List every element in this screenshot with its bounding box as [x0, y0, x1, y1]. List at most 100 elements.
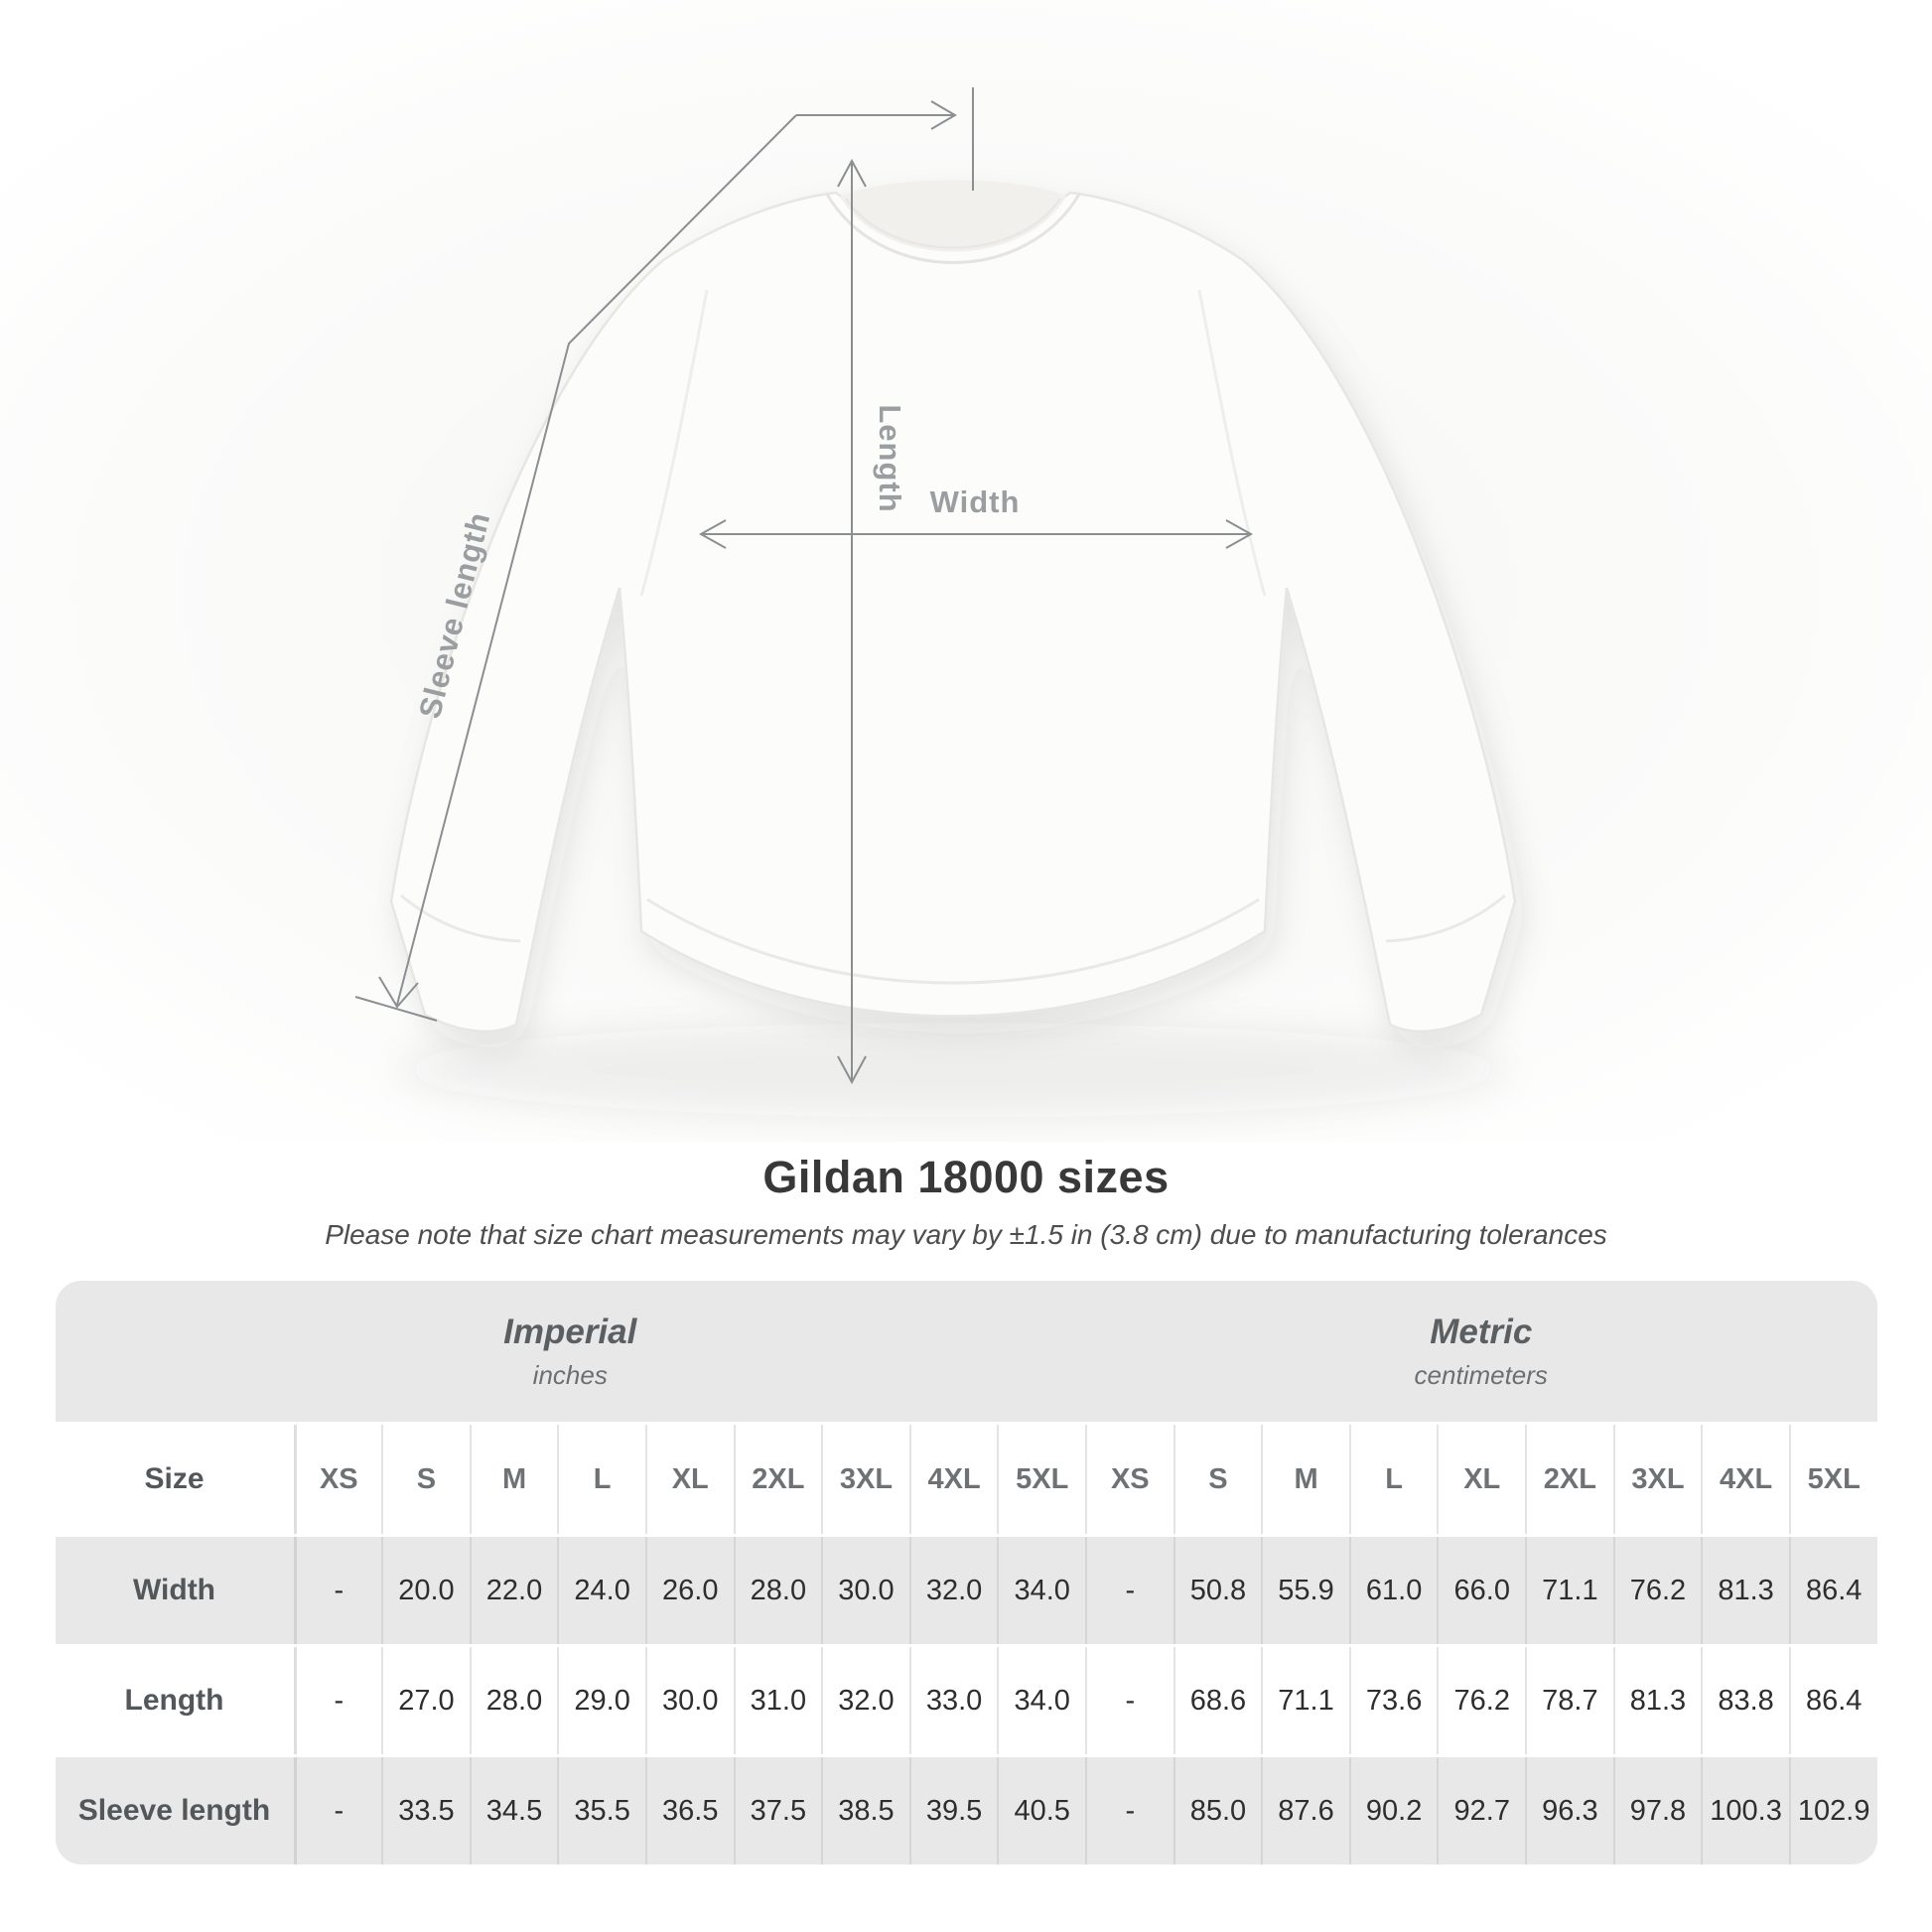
value-cell: 83.8: [1701, 1647, 1789, 1754]
value-cell: -: [1085, 1647, 1173, 1754]
imperial-label: Imperial: [503, 1311, 637, 1351]
value-cell: 28.0: [469, 1647, 558, 1754]
size-column-header: 3XL: [1612, 1425, 1702, 1534]
hem-rib-seam: [646, 897, 1260, 985]
shoulder-arrowhead: [930, 100, 957, 130]
width-left-arrowhead: [698, 519, 727, 549]
value-cell: 36.5: [644, 1757, 734, 1864]
sweatshirt-diagram: Width Length Sleeve length: [0, 0, 1932, 1142]
page-title: Gildan 18000 sizes: [762, 1152, 1170, 1202]
value-cell: 78.7: [1525, 1647, 1613, 1754]
size-column-header: L: [557, 1425, 645, 1534]
size-column-header: 5XL: [1788, 1425, 1877, 1534]
value-cell: 26.0: [644, 1537, 734, 1644]
value-cell: 96.3: [1525, 1757, 1613, 1864]
value-cell: 102.9: [1788, 1757, 1877, 1864]
table-row-length: Length -27.0 28.0 29.0 30.0 31.0 32.0 33.0 34.0-…: [55, 1647, 1877, 1754]
size-column-header: 5XL: [997, 1425, 1085, 1534]
value-cell: 35.5: [557, 1757, 645, 1864]
value-cell: 39.5: [908, 1757, 998, 1864]
value-cell: 81.3: [1701, 1537, 1789, 1644]
table-row-sleeve-length: Sleeve length -33.5 34.5 35.5 36.5 37.5 38.5 39…: [55, 1757, 1877, 1864]
value-cell: 86.4: [1788, 1537, 1877, 1644]
width-right-arrowhead: [1225, 519, 1254, 549]
value-cell: 32.0: [908, 1537, 998, 1644]
size-column-header: 2XL: [1525, 1425, 1613, 1534]
value-cell: 34.5: [469, 1757, 558, 1864]
sweatshirt-body: [389, 191, 1517, 1034]
value-cell: 27.0: [381, 1647, 470, 1754]
value-cell: -: [293, 1537, 382, 1644]
value-cell: 34.0: [997, 1647, 1085, 1754]
size-column-header: 4XL: [908, 1425, 998, 1534]
value-cell: -: [293, 1647, 382, 1754]
width-label: Width: [930, 484, 1021, 519]
value-cell: 71.1: [1261, 1647, 1349, 1754]
value-cell: 55.9: [1261, 1537, 1349, 1644]
value-cell: 38.5: [821, 1757, 909, 1864]
value-cell: 81.3: [1612, 1647, 1702, 1754]
metric-group-header: Metric centimeters: [1085, 1281, 1877, 1422]
size-column-header: XL: [1437, 1425, 1526, 1534]
unit-header-row: Imperial inches Metric centimeters: [55, 1281, 1877, 1422]
value-cell: 40.5: [997, 1757, 1085, 1864]
value-cell: 30.0: [644, 1647, 734, 1754]
value-cell: 90.2: [1348, 1757, 1438, 1864]
length-bottom-arrowhead: [837, 1055, 867, 1085]
value-cell: 37.5: [733, 1757, 822, 1864]
value-cell: 76.2: [1612, 1537, 1702, 1644]
value-cell: 34.0: [997, 1537, 1085, 1644]
collar-opening: [840, 180, 1066, 252]
value-cell: 20.0: [381, 1537, 470, 1644]
dimension-lines: [354, 87, 1254, 1085]
value-cell: -: [1085, 1537, 1173, 1644]
left-armhole-seam: [639, 289, 709, 597]
metric-sublabel: centimeters: [1414, 1359, 1548, 1390]
value-cell: -: [1085, 1757, 1173, 1864]
size-header-row: Size XS S M L XL 2XL 3XL 4XL 5XL XS S M L XL 2XL 3XL 4XL 5…: [55, 1425, 1877, 1534]
size-column-header: 2XL: [733, 1425, 822, 1534]
value-cell: 100.3: [1701, 1757, 1789, 1864]
value-cell: 66.0: [1437, 1537, 1526, 1644]
table-row-width: Width -20.0 22.0 24.0 26.0 28.0 30.0 32.0 34.0-5…: [55, 1537, 1877, 1644]
size-column-header: M: [469, 1425, 558, 1534]
value-cell: 33.5: [381, 1757, 470, 1864]
size-column-header: XS: [1085, 1425, 1173, 1534]
size-column-header: 3XL: [821, 1425, 909, 1534]
size-column-header: S: [1173, 1425, 1262, 1534]
size-column-header: XS: [293, 1425, 382, 1534]
page-subtitle: Please note that size chart measurements…: [325, 1219, 1607, 1250]
product-photo-section: Width Length Sleeve length: [0, 0, 1932, 1142]
length-label: Length: [873, 404, 907, 512]
size-column-header: M: [1261, 1425, 1349, 1534]
value-cell: 28.0: [733, 1537, 822, 1644]
row-label-cell: Width: [55, 1537, 294, 1644]
value-cell: 61.0: [1348, 1537, 1438, 1644]
length-top-arrowhead: [837, 158, 867, 188]
ground-shadow: [397, 1023, 1509, 1118]
sleeve-length-end-tick: [354, 996, 438, 1022]
value-cell: 31.0: [733, 1647, 822, 1754]
value-cell: 97.8: [1612, 1757, 1702, 1864]
value-cell: 92.7: [1437, 1757, 1526, 1864]
row-label-cell: Sleeve length: [55, 1757, 294, 1864]
value-cell: 73.6: [1348, 1647, 1438, 1754]
right-cuff-seam: [1385, 894, 1506, 943]
size-table: Imperial inches Metric centimeters Size X…: [55, 1281, 1877, 1864]
value-cell: -: [293, 1757, 382, 1864]
collar-inner-seam: [844, 198, 1062, 249]
value-cell: 30.0: [821, 1537, 909, 1644]
value-cell: 32.0: [821, 1647, 909, 1754]
value-cell: 33.0: [908, 1647, 998, 1754]
size-column-header: 4XL: [1701, 1425, 1789, 1534]
value-cell: 50.8: [1173, 1537, 1262, 1644]
right-armhole-seam: [1197, 289, 1267, 597]
value-cell: 29.0: [557, 1647, 645, 1754]
heading-section: Gildan 18000 sizes Please note that size…: [0, 1152, 1932, 1251]
size-column-header: S: [381, 1425, 470, 1534]
size-column-header: XL: [644, 1425, 734, 1534]
size-header-label: Size: [55, 1425, 294, 1534]
imperial-sublabel: inches: [532, 1359, 608, 1390]
imperial-group-header: Imperial inches: [55, 1281, 1085, 1422]
size-column-header: L: [1348, 1425, 1438, 1534]
